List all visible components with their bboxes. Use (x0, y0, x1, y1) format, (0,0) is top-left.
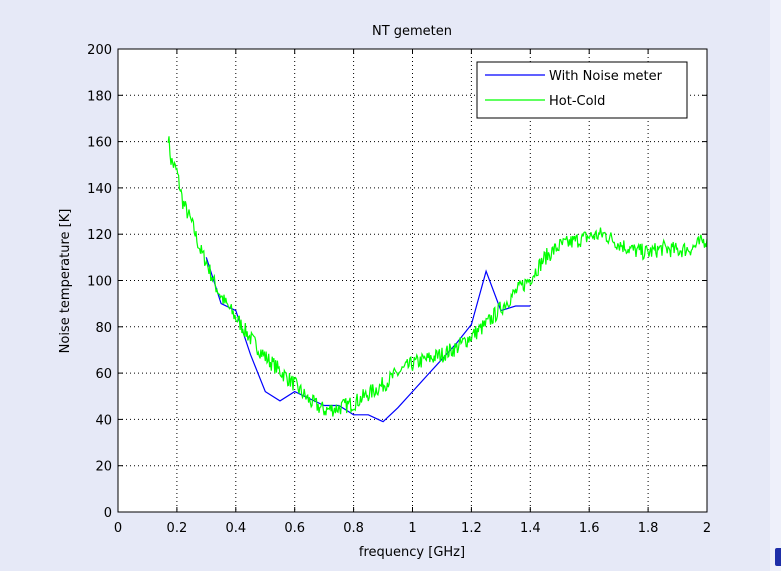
chart-title: NT gemeten (372, 24, 452, 39)
legend-box (476, 61, 688, 119)
y-tick-label: 200 (87, 43, 112, 58)
axis-ticks: 0 0.2 0.4 0.6 0.8 1 1.2 1.4 1.6 1.8 20204060801001… (87, 43, 711, 536)
y-tick-label: 180 (87, 89, 112, 104)
x-tick-label: 1.8 (638, 521, 659, 536)
y-tick-label: 0 (104, 506, 112, 521)
plot-background (118, 49, 707, 512)
series-lines (167, 136, 708, 423)
x-tick-label: 2 (703, 521, 711, 536)
y-tick-label: 140 (87, 182, 112, 197)
y-tick-label: 20 (95, 460, 112, 475)
y-tick-label: 120 (87, 228, 112, 243)
x-tick-label: 0.6 (284, 521, 305, 536)
x-tick-label: 0.2 (167, 521, 188, 536)
x-tick-label: 0.4 (225, 521, 246, 536)
window-corner-marker (775, 548, 781, 566)
y-tick-label: 160 (87, 136, 112, 151)
x-tick-label: 0.8 (343, 521, 364, 536)
legend-label-with-noise-meter: With Noise meter (549, 69, 663, 84)
x-tick-label: 0 (114, 521, 122, 536)
window-edge-strip (770, 0, 781, 571)
legend: With Noise meter Hot-Cold (476, 61, 688, 119)
y-tick-label: 60 (95, 367, 112, 382)
x-tick-label: 1 (408, 521, 416, 536)
x-tick-label: 1.6 (579, 521, 600, 536)
y-axis-label: Noise temperature [K] (58, 209, 73, 354)
y-tick-label: 80 (95, 321, 112, 336)
x-tick-label: 1.4 (520, 521, 541, 536)
legend-label-hot-cold: Hot-Cold (549, 94, 605, 109)
y-tick-label: 100 (87, 275, 112, 290)
series-line-with-noise-meter (205, 257, 531, 423)
x-tick-label: 1.2 (461, 521, 482, 536)
y-tick-label: 40 (95, 413, 112, 428)
x-axis-label: frequency [GHz] (359, 545, 465, 560)
series-line-hot-cold (167, 136, 708, 417)
